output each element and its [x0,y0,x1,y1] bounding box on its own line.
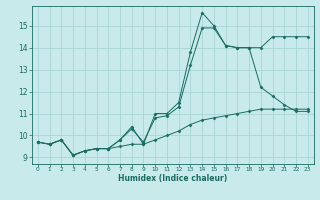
X-axis label: Humidex (Indice chaleur): Humidex (Indice chaleur) [118,174,228,183]
